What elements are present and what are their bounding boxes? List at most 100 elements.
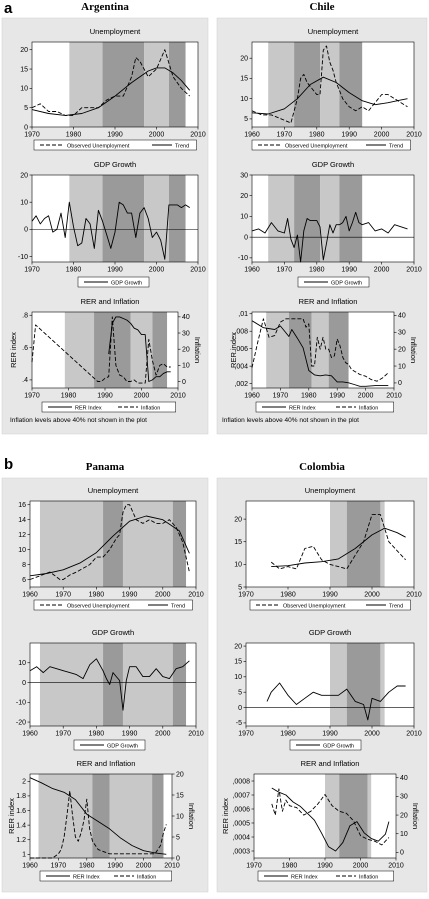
y2-tick-label: 40 [398, 313, 406, 320]
x-tick-label: 2000 [136, 863, 152, 870]
series-line [31, 316, 171, 384]
y-tick-label: 10 [20, 199, 28, 206]
x-tick-label: 2000 [134, 393, 150, 400]
regime-band [328, 312, 349, 388]
regime-band [330, 501, 347, 587]
x-tick-label: 1960 [22, 731, 38, 738]
x-tick-label: 2010 [188, 592, 204, 599]
regime-band [109, 774, 153, 858]
x-tick-label: 1960 [244, 393, 260, 400]
x-tick-label: 1970 [55, 731, 71, 738]
y-tick-label: 0 [244, 234, 248, 241]
x-tick-label: 1990 [317, 863, 333, 870]
y-tick-label: 1 [22, 852, 26, 859]
legend-label: RER Index [289, 406, 316, 412]
y-tick-label: 10 [18, 547, 26, 554]
x-tick-label: 1980 [280, 592, 296, 599]
y-tick-label: .4 [22, 377, 28, 384]
chart-title: GDP Growth [92, 628, 134, 637]
series-line [29, 504, 190, 580]
x-tick-label: 1980 [66, 132, 82, 139]
y-tick-label: ,0008 [232, 778, 250, 785]
chart-argentina-gdp: GDP Growth 1970 1980 1990 2000 2010 -10 0 10 20 GD… [18, 160, 206, 288]
x-tick-label: 1990 [97, 393, 113, 400]
y-tick-label: 8 [22, 562, 26, 569]
y-tick-label: 30 [240, 172, 248, 179]
legend-box [33, 599, 193, 611]
y2-axis-label: Inflation [187, 803, 196, 829]
series-line [31, 201, 190, 260]
regime-band [288, 312, 312, 388]
plot-frame [251, 41, 415, 128]
legend-label: GDP Growth [111, 281, 142, 287]
series-line [251, 211, 408, 263]
y-tick-label: 20 [20, 47, 28, 54]
series-line [29, 777, 167, 855]
x-tick-label: 1990 [329, 393, 345, 400]
series-line [29, 658, 190, 711]
x-tick-label: 2000 [364, 592, 380, 599]
chart-title: GDP Growth [94, 160, 136, 169]
series-line [31, 67, 191, 116]
chart-title: RER and Inflation [77, 759, 136, 768]
regime-band [325, 774, 340, 858]
y-tick-label: 10 [240, 214, 248, 221]
y-tick-label: ,0006 [232, 806, 250, 813]
y-tick-label: 20 [240, 193, 248, 200]
y-tick-label: 15 [234, 659, 242, 666]
y-tick-label: 2 [22, 779, 26, 786]
series-line [251, 318, 389, 382]
x-tick-label: 1990 [341, 132, 357, 139]
y-axis-label: RER index [7, 798, 16, 834]
regime-band [69, 42, 103, 127]
series-line [251, 320, 389, 387]
x-tick-label: 1960 [22, 863, 38, 870]
x-tick-label: 2010 [170, 393, 186, 400]
regime-band [339, 774, 368, 858]
y-tick-label: 15 [234, 539, 242, 546]
regime-band [103, 501, 123, 587]
legend-label: Inflation [137, 875, 156, 881]
x-tick-label: 1990 [322, 592, 338, 599]
y-tick-label: -20 [16, 719, 26, 726]
legend-box [73, 739, 146, 751]
x-tick-label: 2010 [386, 393, 402, 400]
y2-tick-label: 10 [176, 813, 184, 820]
y-tick-label: 5 [238, 584, 242, 591]
x-tick-label: 2000 [358, 393, 374, 400]
regime-band [346, 643, 381, 726]
regime-band [367, 774, 372, 858]
regime-band [64, 312, 95, 388]
x-tick-label: 1980 [89, 731, 105, 738]
regime-band [311, 312, 329, 388]
y-tick-label: ,0003 [232, 848, 250, 855]
x-tick-label: 1980 [309, 132, 325, 139]
legend-label: Observed Unemployment [283, 604, 346, 610]
y2-tick-label: 5 [176, 834, 180, 841]
panel-a-label: a [4, 0, 13, 17]
x-tick-label: 1960 [244, 267, 260, 274]
y-tick-label: 0 [238, 705, 242, 712]
x-tick-label: 2010 [388, 863, 404, 870]
x-tick-label: 1970 [246, 863, 262, 870]
regime-band [39, 643, 104, 726]
chart-title: Unemployment [305, 486, 356, 495]
y-tick-label: -5 [236, 720, 242, 727]
y-tick-label: 0 [24, 227, 28, 234]
y-tick-label: -10 [18, 254, 28, 261]
x-tick-label: 2000 [149, 132, 165, 139]
x-tick-label: 2000 [155, 592, 171, 599]
legend-box [77, 276, 150, 288]
y2-tick-label: 30 [398, 330, 406, 337]
note-text: Inflation levels above 40% not shown in … [222, 417, 359, 424]
y-tick-label: 10 [234, 674, 242, 681]
regime-band [294, 42, 321, 127]
y-axis-label: RER index [229, 332, 238, 368]
regime-band [339, 175, 363, 262]
x-tick-label: 1980 [309, 267, 325, 274]
x-tick-label: 1970 [24, 267, 40, 274]
legend-label: Inflation [141, 406, 160, 412]
